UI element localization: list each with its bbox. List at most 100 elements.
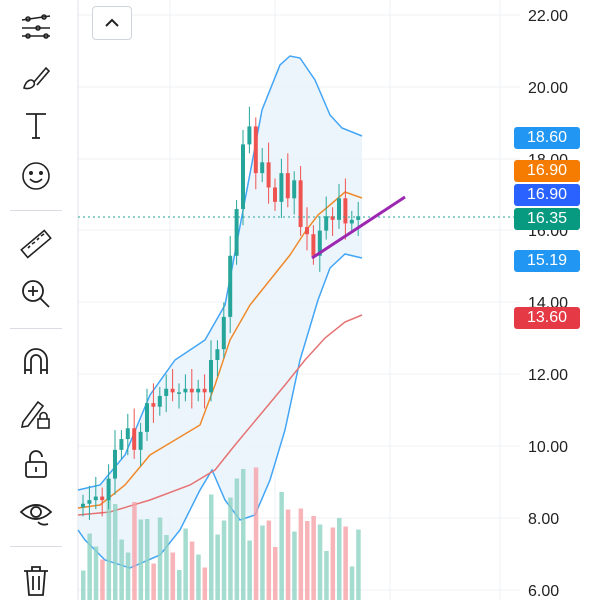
ruler-icon[interactable] [14, 224, 58, 264]
candle-body [177, 392, 181, 394]
candle-body [164, 388, 169, 396]
candle-body [106, 478, 111, 501]
candle-body [93, 496, 98, 501]
toolbar-divider [10, 546, 62, 547]
volume-bar [183, 528, 188, 600]
candle-body [81, 503, 85, 508]
candlestick-series [81, 106, 361, 520]
volume-bar [228, 497, 233, 600]
volume-bar [241, 469, 246, 600]
volume-bar [215, 534, 220, 600]
candle-body [234, 209, 239, 256]
price-axis-label: 20.00 [528, 80, 568, 97]
price-axis: 22.00 20.00 18.00 16.00 14.00 12.00 10.0… [528, 8, 568, 600]
candle-body [157, 395, 162, 407]
candle-body [228, 255, 233, 317]
zoom-in-icon[interactable] [14, 274, 58, 314]
candle-body [311, 234, 316, 256]
trend-line-tools-icon[interactable] [14, 8, 58, 48]
bollinger-lower-badge: 15.19 [514, 250, 580, 272]
candle-body [125, 428, 130, 440]
volume-bar [343, 526, 348, 600]
volume-bar [311, 516, 316, 600]
volume-bar [157, 517, 163, 600]
price-axis-label: 12.00 [528, 367, 568, 384]
candle-body [189, 388, 194, 393]
volume-bar [132, 502, 137, 600]
volume-bar [266, 520, 272, 600]
lock-drawings-icon[interactable] [14, 394, 58, 434]
volume-bar [298, 508, 304, 600]
volume-bar [324, 551, 329, 600]
volume-bar [164, 535, 169, 600]
price-axis-label: 6.00 [528, 583, 559, 600]
volume-bar [279, 492, 284, 600]
candle-body [298, 180, 303, 228]
candle-body [209, 360, 213, 393]
candle-body [221, 316, 226, 350]
candle-body [260, 162, 265, 174]
chevron-up-icon [105, 18, 119, 27]
candle-body [317, 230, 322, 256]
trend-line-badge: 16.90 [514, 184, 580, 206]
brush-icon[interactable] [14, 58, 58, 98]
unlock-icon[interactable] [14, 444, 58, 484]
volume-bar [151, 563, 156, 600]
volume-bar [93, 546, 99, 600]
volume-bar [285, 509, 291, 600]
candle-body [119, 439, 124, 450]
eye-icon[interactable] [14, 494, 58, 534]
toolbar-divider [10, 210, 62, 211]
volume-bar [330, 527, 336, 600]
price-axis-label: 22.00 [528, 8, 568, 25]
candle-body [100, 496, 105, 501]
price-axis-label: 10.00 [528, 439, 568, 456]
moving-average-slow-line [77, 314, 363, 516]
collapse-button[interactable] [92, 6, 132, 40]
candle-body [196, 388, 201, 393]
candle-body [247, 126, 252, 145]
volume-bar [260, 525, 265, 600]
bollinger-upper-line [77, 55, 363, 491]
volume-bar [145, 519, 150, 600]
volume-bar [273, 547, 278, 600]
toolbar-divider [10, 328, 62, 329]
volume-bar [196, 554, 201, 600]
emoji-icon[interactable] [14, 156, 58, 196]
volume-bar [177, 570, 182, 600]
volume-bar [81, 570, 86, 600]
candle-body [170, 388, 175, 393]
candle-body [241, 144, 245, 210]
text-tool-icon[interactable] [14, 106, 58, 146]
moving-average-fast-line [77, 191, 363, 509]
moving-average-fast-badge: 16.90 [514, 160, 580, 182]
magnet-icon[interactable] [14, 342, 58, 382]
volume-bar [125, 552, 131, 600]
moving-average-slow-badge: 13.60 [514, 307, 580, 329]
candle-body [273, 187, 277, 202]
candle-body [138, 431, 143, 450]
candle-body [202, 388, 207, 393]
candle-body [324, 216, 329, 231]
volume-bar [106, 500, 112, 600]
candle-body [266, 162, 271, 188]
candle-body [113, 449, 117, 479]
volume-bar [247, 540, 252, 600]
price-chart[interactable]: 22.00 20.00 18.00 16.00 14.00 12.00 10.0… [72, 0, 600, 600]
candle-body [151, 403, 156, 407]
volume-bar [234, 478, 240, 600]
last-price-badge: 16.35 [514, 208, 580, 230]
trend-line-drawing[interactable] [311, 195, 406, 260]
volume-bar [317, 524, 323, 600]
candle-body [253, 126, 258, 174]
candle-body [279, 173, 284, 202]
candle-body [183, 388, 188, 393]
drawing-toolbar [0, 0, 72, 600]
trash-icon[interactable] [14, 560, 58, 600]
volume-bar [113, 504, 118, 600]
candle-body [343, 198, 348, 224]
candle-body [132, 428, 137, 450]
volume-bar [349, 566, 355, 600]
candle-body [349, 219, 354, 224]
volume-bar [100, 559, 105, 600]
